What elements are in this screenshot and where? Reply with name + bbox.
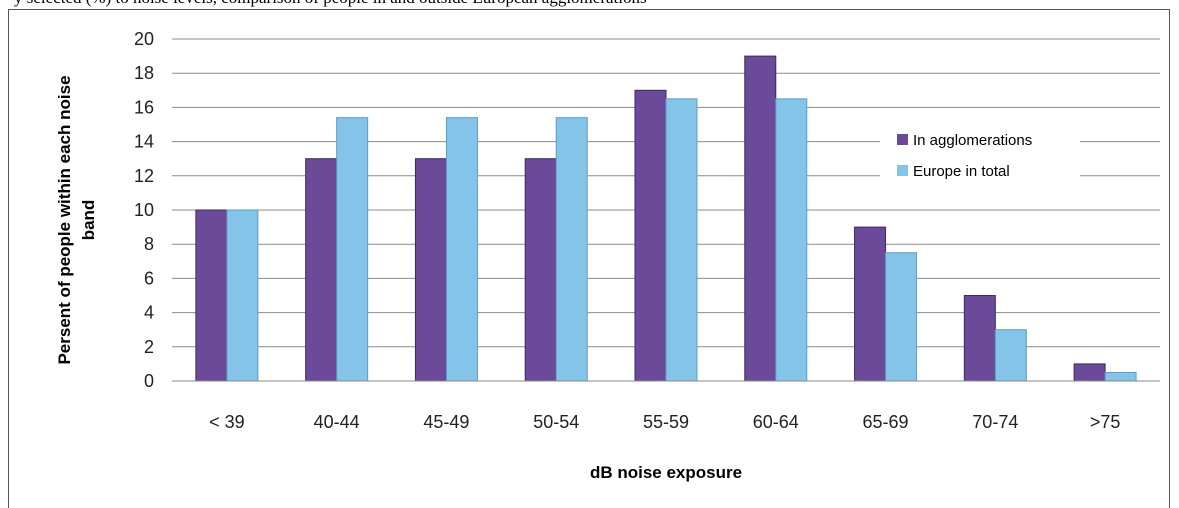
bar-in-agglomerations bbox=[196, 210, 227, 381]
legend-label: In agglomerations bbox=[913, 132, 1032, 149]
bar-in-agglomerations bbox=[415, 159, 446, 381]
bar-europe-in-total bbox=[1105, 372, 1136, 381]
x-axis-title: dB noise exposure bbox=[590, 463, 742, 482]
y-tick-label: 20 bbox=[134, 29, 154, 49]
y-tick-labels: 0 2 4 6 8 10 12 14 16 18 20 bbox=[134, 29, 154, 391]
x-tick-label: 40-44 bbox=[314, 412, 360, 432]
y-tick-label: 8 bbox=[144, 234, 154, 254]
x-tick-label: 55-59 bbox=[643, 412, 689, 432]
x-tick-label: 70-74 bbox=[972, 412, 1018, 432]
x-tick-label: 50-54 bbox=[533, 412, 579, 432]
bar-europe-in-total bbox=[666, 99, 697, 381]
bar-in-agglomerations bbox=[1074, 364, 1105, 381]
y-axis-title-line1: Persent of people within each noise bbox=[55, 75, 74, 364]
legend: In agglomerations Europe in total bbox=[880, 124, 1080, 188]
y-tick-label: 16 bbox=[134, 97, 154, 117]
x-tick-label: 65-69 bbox=[863, 412, 909, 432]
x-tick-label: >75 bbox=[1090, 412, 1121, 432]
legend-swatch bbox=[897, 165, 908, 176]
x-tick-label: 45-49 bbox=[423, 412, 469, 432]
bar-europe-in-total bbox=[995, 330, 1026, 381]
x-tick-label: 60-64 bbox=[753, 412, 799, 432]
bar-europe-in-total bbox=[556, 118, 587, 381]
y-tick-label: 10 bbox=[134, 200, 154, 220]
bar-europe-in-total bbox=[337, 118, 368, 381]
x-tick-label: < 39 bbox=[209, 412, 245, 432]
bar-in-agglomerations bbox=[855, 227, 886, 381]
bar-europe-in-total bbox=[776, 99, 807, 381]
y-axis-title-line2: band bbox=[79, 200, 98, 241]
bar-in-agglomerations bbox=[964, 296, 995, 382]
x-tick-labels: < 39 40-44 45-49 50-54 55-59 60-64 65-69 70-74 >… bbox=[209, 412, 1120, 432]
y-tick-label: 6 bbox=[144, 268, 154, 288]
y-tick-label: 12 bbox=[134, 166, 154, 186]
y-tick-label: 2 bbox=[144, 337, 154, 357]
bar-europe-in-total bbox=[886, 253, 917, 381]
legend-swatch bbox=[897, 134, 908, 145]
y-tick-label: 4 bbox=[144, 303, 154, 323]
y-tick-label: 18 bbox=[134, 63, 154, 83]
bar-in-agglomerations bbox=[635, 90, 666, 381]
bar-europe-in-total bbox=[446, 118, 477, 381]
bars bbox=[196, 56, 1136, 381]
y-tick-label: 0 bbox=[144, 371, 154, 391]
bar-in-agglomerations bbox=[745, 56, 776, 381]
bar-in-agglomerations bbox=[525, 159, 556, 381]
bar-in-agglomerations bbox=[306, 159, 337, 381]
bar-europe-in-total bbox=[227, 210, 258, 381]
legend-label: Europe in total bbox=[913, 163, 1010, 180]
y-tick-label: 14 bbox=[134, 132, 154, 152]
